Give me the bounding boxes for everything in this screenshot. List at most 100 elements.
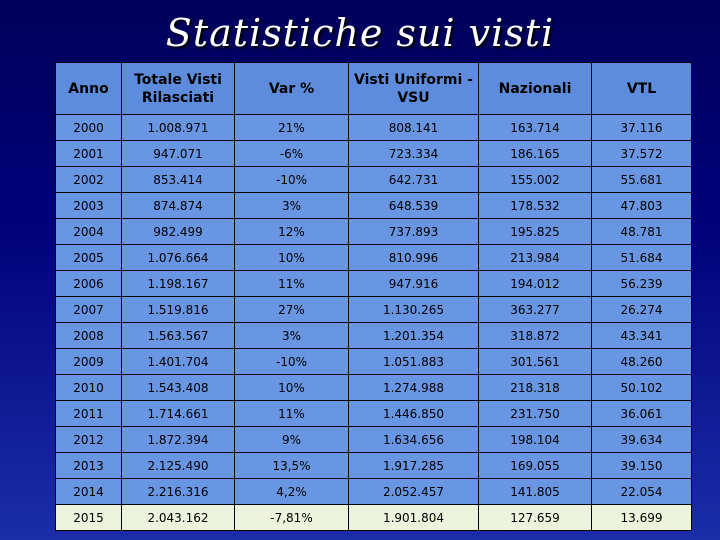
cell-visti-uniformi: 1.917.285 [348,452,479,479]
cell-totale-visti: 1.198.167 [121,270,235,297]
header-nazionali: Nazionali [478,62,592,115]
cell-vtl: 47.803 [591,192,692,219]
cell-visti-uniformi: 1.901.804 [348,504,479,531]
cell-vtl: 56.239 [591,270,692,297]
cell-anno: 2005 [55,244,122,271]
cell-visti-uniformi: 810.996 [348,244,479,271]
cell-vtl: 39.150 [591,452,692,479]
table-body: 2000 1.008.971 21% 808.141 163.714 37.116 2001… [55,114,692,531]
cell-var-percent: 9% [234,426,349,453]
header-visti-uniformi: Visti Uniformi - VSU [348,62,479,115]
cell-totale-visti: 1.401.704 [121,348,235,375]
cell-var-percent: 27% [234,296,349,323]
cell-anno: 2001 [55,140,122,167]
cell-totale-visti: 1.714.661 [121,400,235,427]
cell-nazionali: 231.750 [478,400,592,427]
table-row: 2005 1.076.664 10% 810.996 213.984 51.684 [55,244,692,271]
cell-vtl: 36.061 [591,400,692,427]
table-row: 2010 1.543.408 10% 1.274.988 218.318 50.102 [55,374,692,401]
cell-vtl: 50.102 [591,374,692,401]
table-row: 2011 1.714.661 11% 1.446.850 231.750 36.061 [55,400,692,427]
header-totale-visti: Totale Visti Rilasciati [121,62,235,115]
cell-totale-visti: 874.874 [121,192,235,219]
table-row: 2015 2.043.162 -7,81% 1.901.804 127.659 13.69… [55,504,692,531]
table-header-row: Anno Totale Visti Rilasciati Var % Visti… [55,62,692,115]
cell-totale-visti: 2.125.490 [121,452,235,479]
cell-nazionali: 218.318 [478,374,592,401]
cell-nazionali: 155.002 [478,166,592,193]
cell-var-percent: 10% [234,244,349,271]
cell-anno: 2012 [55,426,122,453]
table-row: 2012 1.872.394 9% 1.634.656 198.104 39.634 [55,426,692,453]
cell-var-percent: 11% [234,270,349,297]
cell-anno: 2014 [55,478,122,505]
table-row: 2001 947.071 -6% 723.334 186.165 37.572 [55,140,692,167]
cell-anno: 2003 [55,192,122,219]
cell-var-percent: 21% [234,114,349,141]
cell-nazionali: 213.984 [478,244,592,271]
cell-totale-visti: 947.071 [121,140,235,167]
cell-totale-visti: 1.008.971 [121,114,235,141]
cell-var-percent: 3% [234,322,349,349]
cell-totale-visti: 1.872.394 [121,426,235,453]
cell-anno: 2009 [55,348,122,375]
cell-vtl: 37.572 [591,140,692,167]
cell-totale-visti: 982.499 [121,218,235,245]
cell-nazionali: 198.104 [478,426,592,453]
cell-anno: 2000 [55,114,122,141]
table-row: 2000 1.008.971 21% 808.141 163.714 37.116 [55,114,692,141]
cell-anno: 2007 [55,296,122,323]
cell-vtl: 37.116 [591,114,692,141]
cell-nazionali: 318.872 [478,322,592,349]
cell-visti-uniformi: 737.893 [348,218,479,245]
cell-visti-uniformi: 1.130.265 [348,296,479,323]
cell-anno: 2011 [55,400,122,427]
cell-visti-uniformi: 648.539 [348,192,479,219]
cell-var-percent: 12% [234,218,349,245]
table-row: 2014 2.216.316 4,2% 2.052.457 141.805 22.054 [55,478,692,505]
table-row: 2009 1.401.704 -10% 1.051.883 301.561 48.260 [55,348,692,375]
cell-visti-uniformi: 947.916 [348,270,479,297]
cell-var-percent: 4,2% [234,478,349,505]
cell-visti-uniformi: 642.731 [348,166,479,193]
cell-var-percent: 11% [234,400,349,427]
cell-var-percent: 3% [234,192,349,219]
cell-anno: 2004 [55,218,122,245]
cell-anno: 2006 [55,270,122,297]
table-row: 2004 982.499 12% 737.893 195.825 48.781 [55,218,692,245]
cell-anno: 2002 [55,166,122,193]
cell-visti-uniformi: 1.274.988 [348,374,479,401]
cell-visti-uniformi: 808.141 [348,114,479,141]
cell-visti-uniformi: 1.051.883 [348,348,479,375]
cell-nazionali: 141.805 [478,478,592,505]
cell-nazionali: 195.825 [478,218,592,245]
header-anno: Anno [55,62,122,115]
table-row: 2006 1.198.167 11% 947.916 194.012 56.239 [55,270,692,297]
cell-visti-uniformi: 723.334 [348,140,479,167]
cell-totale-visti: 1.563.567 [121,322,235,349]
cell-anno: 2010 [55,374,122,401]
cell-var-percent: 13,5% [234,452,349,479]
cell-totale-visti: 1.519.816 [121,296,235,323]
cell-vtl: 26.274 [591,296,692,323]
cell-visti-uniformi: 2.052.457 [348,478,479,505]
cell-nazionali: 194.012 [478,270,592,297]
cell-nazionali: 127.659 [478,504,592,531]
cell-anno: 2013 [55,452,122,479]
cell-vtl: 39.634 [591,426,692,453]
cell-visti-uniformi: 1.201.354 [348,322,479,349]
cell-nazionali: 169.055 [478,452,592,479]
cell-var-percent: 10% [234,374,349,401]
cell-visti-uniformi: 1.446.850 [348,400,479,427]
cell-var-percent: -7,81% [234,504,349,531]
header-vtl: VTL [591,62,692,115]
cell-totale-visti: 1.076.664 [121,244,235,271]
cell-vtl: 55.681 [591,166,692,193]
cell-visti-uniformi: 1.634.656 [348,426,479,453]
header-var-percent: Var % [234,62,349,115]
table-row: 2008 1.563.567 3% 1.201.354 318.872 43.341 [55,322,692,349]
cell-var-percent: -10% [234,166,349,193]
cell-anno: 2008 [55,322,122,349]
page-title: Statistiche sui visti [165,11,555,55]
cell-totale-visti: 853.414 [121,166,235,193]
